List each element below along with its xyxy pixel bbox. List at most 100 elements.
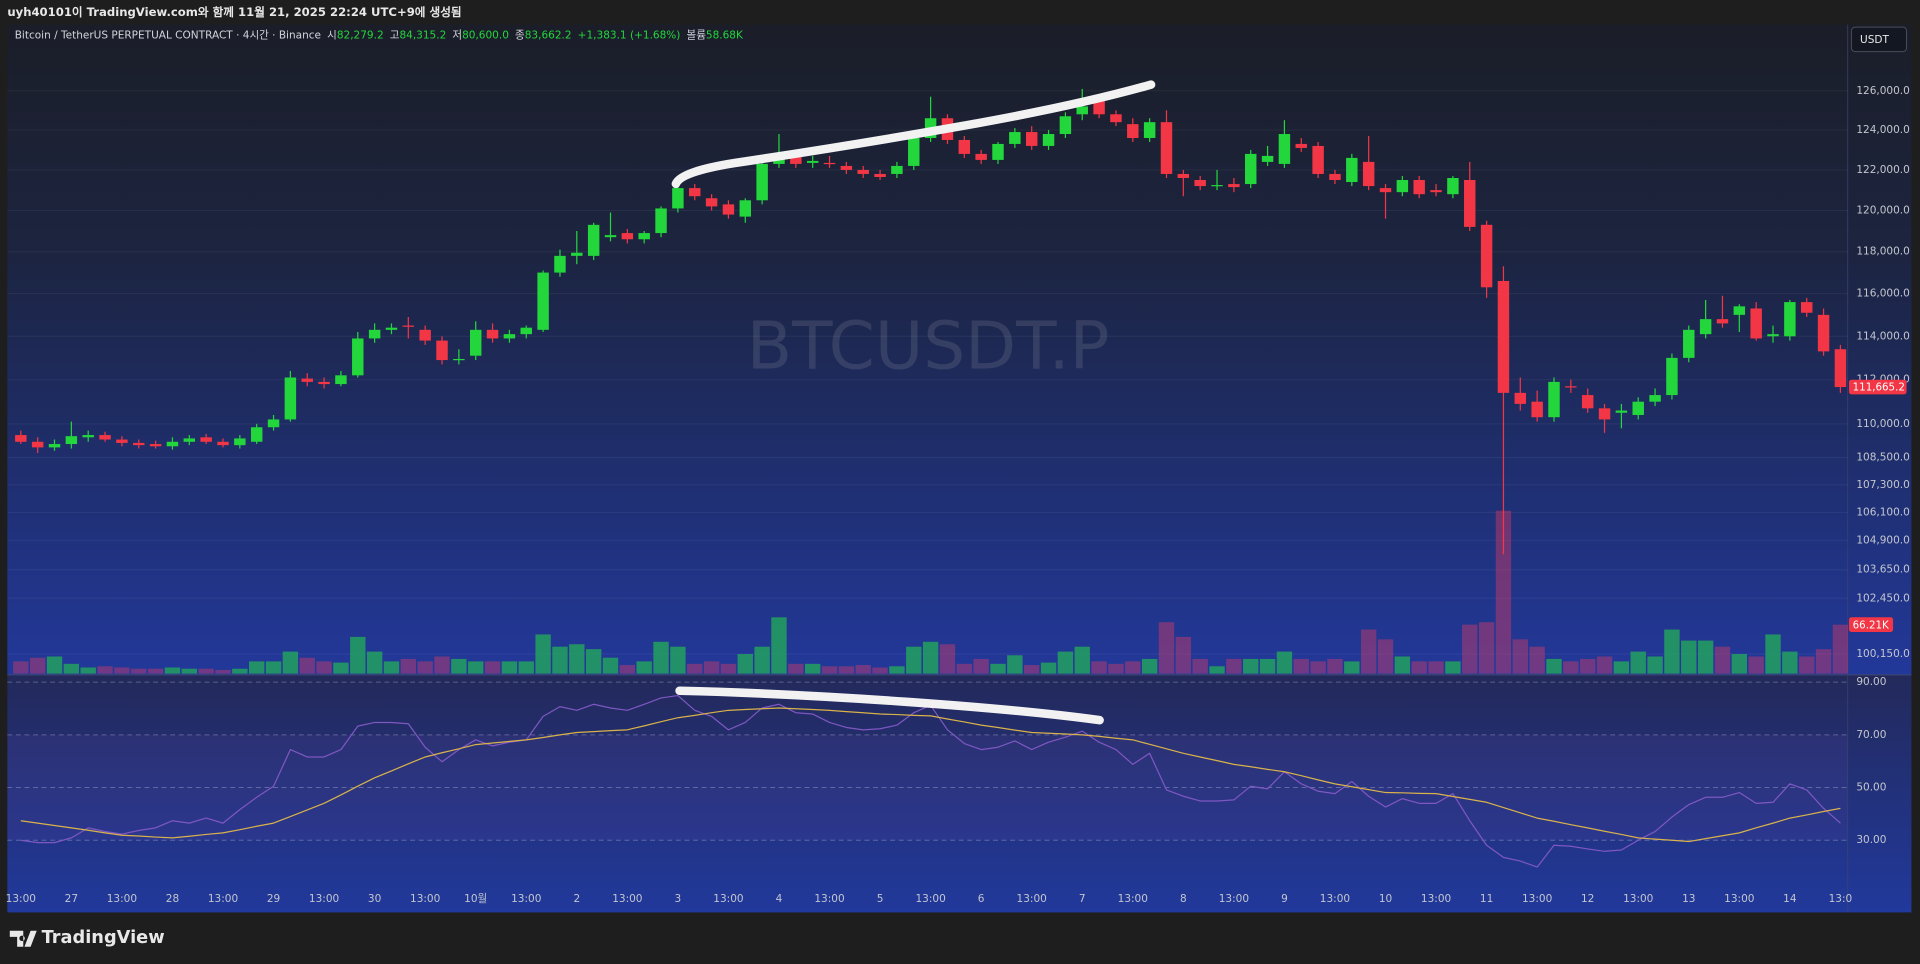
candle-body <box>48 444 61 448</box>
x-tick-label: 13:00 <box>1421 893 1451 905</box>
volume-bar <box>804 663 821 674</box>
candle-body <box>284 377 297 420</box>
x-tick-label: 6 <box>978 893 985 905</box>
x-tick-label: 4 <box>776 893 783 905</box>
x-tick-label: 14 <box>1783 893 1797 905</box>
candle-body <box>840 165 853 170</box>
candle-body <box>1817 314 1830 352</box>
candle-body <box>1464 180 1476 227</box>
candle-body <box>1076 106 1088 115</box>
y-tick-label: 122,000.0 <box>1856 164 1910 176</box>
candle-body <box>1329 173 1341 181</box>
volume-bar <box>1226 658 1242 674</box>
candle-body <box>1615 410 1628 413</box>
candle-body <box>992 143 1004 160</box>
legend: Bitcoin / TetherUS PERPETUAL CONTRACT · … <box>15 30 744 42</box>
legend-open: 82,279.2 <box>337 30 384 42</box>
candle-body <box>1127 124 1139 138</box>
candle-body <box>722 204 735 215</box>
x-tick-label: 13:00 <box>309 893 339 905</box>
candle-body <box>183 438 196 442</box>
x-tick-label: 13:00 <box>713 893 743 905</box>
volume-bar <box>1007 655 1023 674</box>
volume-bar <box>737 654 753 674</box>
candle-body <box>453 358 465 361</box>
legend-open-label: 시 <box>327 30 337 42</box>
legend-high: 84,315.2 <box>399 30 446 42</box>
candle-body <box>975 153 987 160</box>
x-tick-label: 29 <box>267 893 280 905</box>
x-tick-label: 13:00 <box>511 893 541 905</box>
volume-bar <box>1731 654 1748 674</box>
volume-bar <box>821 666 838 674</box>
candle-body <box>1295 143 1307 148</box>
candle-body <box>1177 173 1190 178</box>
legend-volume: 58.68K <box>706 30 744 42</box>
candle-body <box>1093 100 1105 115</box>
x-tick-label: 8 <box>1180 893 1187 905</box>
x-tick-label: 12 <box>1581 893 1594 905</box>
volume-bar <box>1310 661 1326 674</box>
volume-bars <box>13 510 1849 674</box>
volume-bar <box>838 666 855 674</box>
candle-body <box>823 162 836 165</box>
legend-low: 80,600.0 <box>462 30 509 42</box>
last-price-box <box>1848 379 1907 395</box>
brand-name: TradingView <box>42 928 165 948</box>
currency-button[interactable] <box>1850 26 1908 53</box>
last-price-label: 111,665.2 <box>1853 382 1905 394</box>
y-tick-label: 120,000.0 <box>1856 204 1910 216</box>
candle-body <box>1244 153 1257 185</box>
volume-bar <box>265 661 282 674</box>
volume-bar <box>1192 658 1208 674</box>
volume-bar <box>855 665 871 674</box>
volume-bar <box>754 646 770 674</box>
volume-bar <box>1125 661 1141 674</box>
volume-bar <box>1394 656 1411 674</box>
x-tick-label: 13 <box>1682 893 1695 905</box>
candle-body <box>1396 180 1409 193</box>
last-volume-box <box>1848 617 1894 632</box>
candle-body <box>1716 319 1729 324</box>
currency-label[interactable]: USDT <box>1860 34 1889 46</box>
volume-bar <box>771 617 787 674</box>
candle-body <box>1497 280 1510 393</box>
candle-body <box>1413 180 1425 195</box>
volume-bar <box>299 657 315 674</box>
candle-body <box>267 419 280 428</box>
volume-bar <box>1697 640 1714 674</box>
volume-bar <box>114 667 130 674</box>
candle-body <box>486 329 499 339</box>
x-tick-label: 28 <box>166 893 179 905</box>
volume-bar <box>1799 656 1815 674</box>
rsi-tick-label: 90.00 <box>1856 676 1886 688</box>
volume-bar <box>670 646 686 674</box>
x-tick-label: 13:0 <box>1829 893 1853 905</box>
candle-body <box>1278 134 1291 164</box>
candle-body <box>1834 349 1847 388</box>
candle-body <box>1750 308 1762 339</box>
candle-body <box>166 441 179 447</box>
volume-bar <box>1596 656 1613 674</box>
x-tick-label: 30 <box>368 893 381 905</box>
x-tick-label: 13:00 <box>410 893 440 905</box>
volume-bar <box>282 651 299 674</box>
candle-body <box>65 436 78 445</box>
candle-body <box>1531 401 1543 418</box>
candle-body <box>655 208 667 234</box>
candle-body <box>1699 319 1712 335</box>
volume-bar <box>518 661 534 674</box>
candle-body <box>857 169 869 174</box>
trend-drawing <box>671 80 1156 189</box>
volume-bar <box>552 646 568 674</box>
candle-body <box>958 139 971 154</box>
rsi-pane <box>7 674 1912 913</box>
volume-bar <box>164 667 181 674</box>
candle-body <box>908 137 920 166</box>
candle-body <box>1261 155 1274 162</box>
candle-body <box>874 173 886 177</box>
candle-body <box>1059 116 1072 135</box>
volume-bar <box>1529 646 1545 674</box>
candle-body <box>806 160 819 163</box>
volume-bar <box>1293 658 1309 674</box>
